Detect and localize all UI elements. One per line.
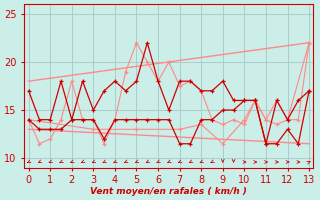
X-axis label: Vent moyen/en rafales ( km/h ): Vent moyen/en rafales ( km/h )	[91, 187, 247, 196]
